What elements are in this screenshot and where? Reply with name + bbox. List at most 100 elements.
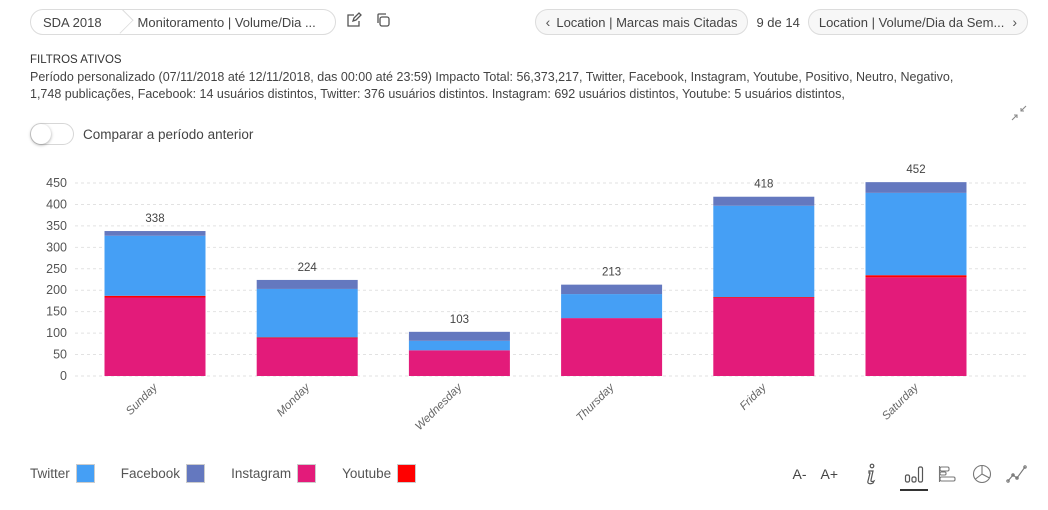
filters-line-2: 1,748 publicações, Facebook: 14 usuários… [30,87,845,101]
collapse-icon[interactable] [1010,104,1028,122]
x-axis: Sunday Monday Wednesday Thursday Friday Satur… [124,381,922,433]
legend-swatch [75,464,95,483]
total-label: 338 [145,213,164,225]
font-increase-button[interactable]: A+ [820,466,838,482]
legend-label: Youtube [342,466,392,481]
breadcrumb: SDA 2018 Monitoramento | Volume/Dia ... [30,9,336,35]
bar-segment-facebook [713,196,815,206]
active-filters: FILTROS ATIVOS Período personalizado (07… [30,52,1025,103]
legend-label: Instagram [231,466,292,481]
line-chart-icon[interactable] [1006,462,1028,486]
toggle-knob [31,124,51,144]
bar-segment-youtube [256,337,358,339]
legend-label: Facebook [120,466,181,481]
bar-chart-icon[interactable] [900,462,928,491]
legend-swatch [186,464,206,483]
horizontal-bar-chart-icon[interactable] [938,462,958,486]
bar-segment-youtube [713,297,815,298]
bars [104,182,967,376]
font-decrease-button[interactable]: A- [792,466,807,482]
bar-segment-facebook [104,231,206,236]
bar-segment-twitter [865,192,967,276]
breadcrumb-separator [116,9,134,35]
compare-period-row: Comparar a período anterior [30,123,253,145]
total-label: 103 [450,314,469,326]
y-tick-label: 150 [46,305,67,319]
y-axis: 0 50 100 150 200 250 300 350 400 450 [46,176,67,383]
breadcrumb-current[interactable]: Monitoramento | Volume/Dia ... [137,14,316,30]
bar-segment-instagram [561,318,663,376]
bar-segment-twitter [713,205,815,298]
total-label: 418 [754,179,773,191]
x-tick-label: Wednesday [413,381,465,433]
legend-swatch [297,464,317,483]
legend-item-instagram[interactable]: Instagram [231,464,317,483]
y-tick-label: 450 [46,176,67,190]
y-tick-label: 350 [46,219,67,233]
bar-segment-instagram [865,277,967,376]
edit-icon[interactable] [346,12,364,30]
y-tick-label: 100 [46,326,67,340]
total-label: 224 [298,262,318,274]
y-tick-label: 250 [46,262,67,276]
chevron-right-icon: › [1012,14,1017,30]
bar-stack [256,279,358,376]
previous-report-label: Location | Marcas mais Citadas [556,14,738,30]
legend-item-youtube[interactable]: Youtube [342,464,417,483]
bar-segment-youtube [104,295,206,298]
filters-title: FILTROS ATIVOS [30,54,122,66]
compare-period-label: Comparar a período anterior [83,126,254,142]
bar-segment-twitter [561,294,663,319]
x-tick-label: Sunday [124,381,161,418]
bar-segment-instagram [256,337,358,376]
legend-item-facebook[interactable]: Facebook [120,464,206,483]
total-label: 213 [602,267,621,279]
legend-swatch [397,464,417,483]
x-tick-label: Monday [275,381,313,419]
x-tick-label: Saturday [880,381,922,423]
bar-segment-instagram [408,350,510,376]
bar-segment-instagram [713,297,815,376]
compare-period-toggle[interactable] [30,123,74,145]
legend-label: Twitter [30,466,70,481]
bar-segment-twitter [256,288,358,338]
bar-segment-twitter [408,340,510,351]
stacked-bar-chart: 0 50 100 150 200 250 300 350 400 450 338 224 103 213… [46,164,1028,433]
bar-segment-youtube [865,275,967,278]
bar-segment-twitter [104,235,206,296]
bar-stack [104,231,206,376]
bar-segment-facebook [408,331,510,341]
top-bar: SDA 2018 Monitoramento | Volume/Dia ... … [30,9,1028,35]
bar-stack [408,331,510,376]
next-report-label: Location | Volume/Dia da Sem... [818,14,1005,30]
bar-segment-facebook [865,182,967,193]
copy-icon[interactable] [375,12,393,30]
page-counter: 9 de 14 [756,14,800,30]
legend-item-twitter[interactable]: Twitter [30,464,95,483]
chart-tools: A- A+ [778,462,1028,491]
total-label: 452 [906,164,925,176]
breadcrumb-root[interactable]: SDA 2018 [43,14,102,30]
bar-segment-instagram [104,297,206,376]
filters-line-1: Período personalizado (07/11/2018 até 12… [30,70,954,84]
bar-segment-facebook [256,279,358,289]
y-tick-label: 0 [60,369,67,383]
bar-stack [865,182,967,376]
pie-chart-icon[interactable] [972,462,992,486]
bar-stack [561,284,663,376]
y-tick-label: 300 [46,240,67,254]
x-tick-label: Friday [738,381,770,413]
y-tick-label: 50 [53,348,67,362]
chevron-left-icon: ‹ [545,14,551,30]
total-labels: 338 224 103 213 418 452 [145,164,925,326]
previous-report-button[interactable]: ‹ Location | Marcas mais Citadas [534,9,749,35]
y-tick-label: 200 [46,283,67,297]
y-tick-label: 400 [46,197,67,211]
bar-stack [713,196,815,376]
next-report-button[interactable]: Location | Volume/Dia da Sem... › [807,9,1028,35]
info-icon[interactable] [864,462,878,486]
bar-segment-facebook [561,284,663,295]
legend: Twitter Facebook Instagram Youtube [30,464,442,483]
report-navigation: ‹ Location | Marcas mais Citadas 9 de 14… [534,9,1028,35]
x-tick-label: Thursday [574,381,617,424]
